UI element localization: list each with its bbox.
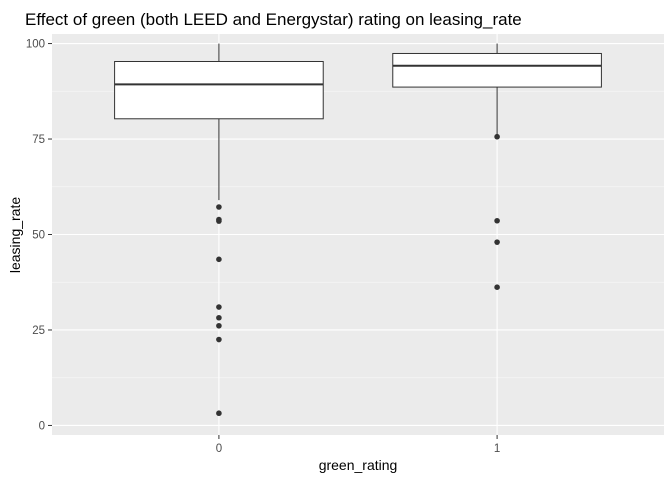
y-axis: 0 25 50 75 100 [26, 39, 52, 432]
y-tick-label: 25 [32, 325, 45, 337]
boxes-layer [114, 43, 602, 417]
x-axis-title: green_rating [319, 457, 398, 473]
outlier-point [216, 218, 222, 224]
outlier-point [216, 256, 222, 263]
x-tick-label: 0 [216, 443, 222, 455]
box-group-1 [392, 43, 602, 291]
y-tick-label: 50 [32, 230, 45, 242]
y-tick-label: 100 [26, 39, 45, 51]
outlier-point [494, 284, 500, 291]
outlier-point [216, 314, 222, 321]
outlier-point [494, 133, 500, 140]
outlier-point [216, 336, 222, 343]
outlier-point [216, 410, 222, 417]
outlier-point [216, 304, 222, 310]
y-tick-label: 75 [32, 134, 45, 146]
box-iqr [392, 52, 602, 88]
outlier-point [216, 204, 222, 210]
outlier-point [494, 217, 500, 224]
box-iqr [114, 60, 324, 120]
outlier-point [494, 239, 500, 245]
outlier-point [216, 322, 222, 329]
y-tick-label: 0 [39, 420, 45, 432]
y-axis-title: leasing_rate [7, 197, 23, 273]
x-tick-label: 1 [494, 443, 500, 455]
box-group-0 [114, 43, 324, 417]
chart-title: Effect of green (both LEED and Energysta… [25, 10, 522, 29]
